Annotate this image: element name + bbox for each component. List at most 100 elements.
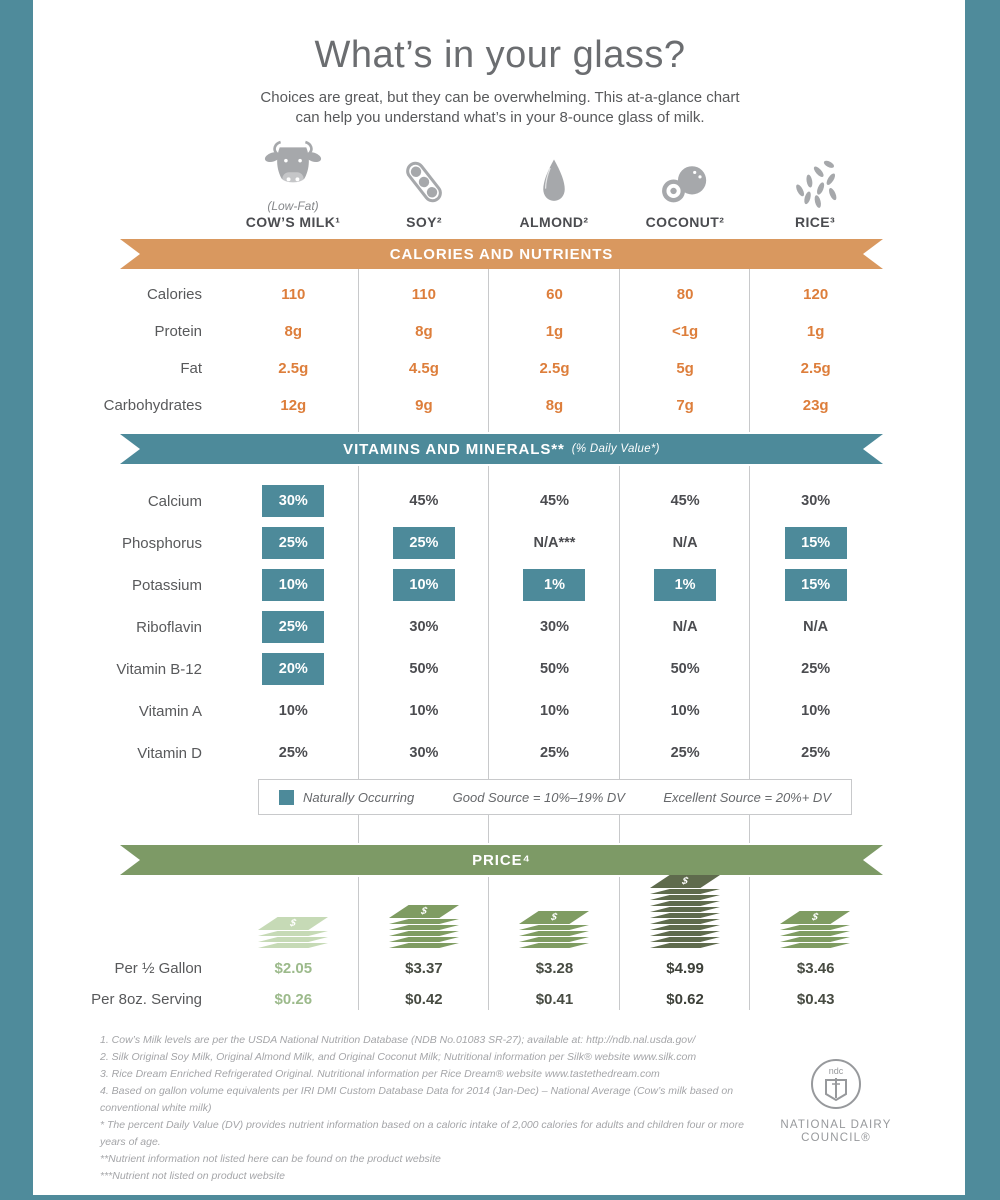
vitamin-value: 10% — [801, 703, 831, 719]
vitamin-value: 45% — [539, 493, 569, 509]
vitamin-value: 50% — [539, 661, 569, 677]
money-stack-icon: $ — [770, 910, 860, 948]
vitamin-value: 1% — [523, 569, 586, 601]
vitamin-value: 25% — [801, 661, 831, 677]
vitamin-value: 1% — [654, 569, 717, 601]
footnote-line: 1. Cow’s Milk levels are per the USDA Na… — [100, 1034, 696, 1046]
nutrients-table: Calories 110 110 60 80 120 Protein 8g 8g… — [35, 276, 881, 424]
vitamin-value: 10% — [670, 703, 700, 719]
column-pre-label: (Low-Fat) — [267, 199, 319, 213]
nutrient-value: 2.5g — [539, 360, 570, 377]
row-label: Fat — [180, 360, 202, 377]
subtitle-line-2: can help you understand what’s in your 8… — [295, 109, 705, 126]
money-stack-icon: $ — [379, 904, 469, 948]
page-subtitle: Choices are great, but they can be overw… — [0, 88, 1000, 128]
vitamin-value: 15% — [784, 527, 847, 559]
nutrient-value: 5g — [676, 360, 694, 377]
column-divider — [749, 877, 750, 1010]
nutrient-value: 80 — [676, 286, 694, 303]
row-label: Vitamin A — [138, 702, 202, 720]
logo-text-line-2: COUNCIL® — [801, 1132, 871, 1144]
vitamin-value: N/A — [803, 619, 829, 635]
vitamin-value: 10% — [409, 703, 439, 719]
soy-pod-icon — [398, 136, 450, 209]
column-header-almond: ALMOND² — [489, 136, 619, 230]
nutrient-value: 1g — [545, 323, 564, 340]
nutrient-value: 60 — [546, 286, 563, 303]
row-label: Vitamin B-12 — [116, 660, 202, 678]
price-value: $0.42 — [405, 991, 443, 1008]
price-value: $0.41 — [535, 991, 574, 1008]
column-label: SOY² — [406, 214, 442, 230]
column-divider — [488, 877, 489, 1010]
column-divider — [488, 466, 489, 843]
legend-excellent-source: Excellent Source = 20%+ DV — [663, 789, 831, 805]
row-label: Calories — [146, 286, 202, 303]
column-divider — [358, 269, 359, 432]
legend-bar: Naturally Occurring Good Source = 10%–19… — [258, 779, 852, 815]
nutrient-value: 8g — [545, 397, 564, 414]
price-value: $0.62 — [666, 991, 704, 1008]
column-header-soy: SOY² — [359, 136, 489, 230]
nutrient-value: 9g — [415, 397, 433, 414]
vitamin-value: 30% — [409, 619, 439, 635]
nutrient-value: 8g — [415, 323, 433, 340]
column-label: ALMOND² — [519, 214, 589, 230]
money-stack-icon: $ — [248, 916, 338, 948]
vitamins-minerals-banner: VITAMINS AND MINERALS** (% Daily Value*) — [120, 434, 883, 464]
footnote-line: 4. Based on gallon volume equivalents pe… — [100, 1085, 734, 1114]
banner-label: PRICE⁴ — [472, 851, 531, 869]
legend-naturally-occurring: Naturally Occurring — [279, 789, 415, 805]
vitamin-value: 45% — [409, 493, 439, 509]
vitamin-value: 30% — [539, 619, 569, 635]
nutrient-value: 23g — [802, 397, 829, 414]
vitamin-value: 25% — [278, 745, 308, 761]
vitamin-value: 10% — [539, 703, 569, 719]
footnote-line: 2. Silk Original Soy Milk, Original Almo… — [100, 1051, 697, 1063]
price-value: $2.05 — [274, 960, 313, 977]
banner-label: CALORIES AND NUTRIENTS — [389, 245, 614, 263]
vitamin-value: N/A — [672, 535, 698, 551]
vitamin-value: 50% — [409, 661, 439, 677]
ndc-emblem-icon: ndc — [811, 1059, 861, 1109]
row-label: Calcium — [147, 492, 202, 510]
vitamin-value: 10% — [262, 569, 325, 601]
footnote-line: * The percent Daily Value (DV) provides … — [100, 1119, 744, 1148]
column-header-rice: RICE³ — [750, 136, 880, 230]
money-stack-icon: $ — [640, 874, 730, 948]
vitamin-value: 30% — [801, 493, 831, 509]
legend-label: Naturally Occurring — [303, 789, 415, 805]
frame-right-bar — [965, 0, 1000, 1200]
vitamin-value: 50% — [670, 661, 700, 677]
frame-bottom-bar — [0, 1195, 1000, 1200]
column-divider — [358, 466, 359, 843]
legend-good-source: Good Source = 10%–19% DV — [452, 789, 625, 805]
rice-grains-icon — [787, 136, 843, 209]
vitamins-table: Calcium 30% 45% 45% 45% 30% Phosphorus 2… — [35, 480, 881, 774]
vitamin-value: 45% — [670, 493, 700, 509]
price-value: $0.26 — [274, 991, 313, 1008]
cow-icon — [262, 136, 324, 194]
vitamin-value: 15% — [784, 569, 847, 601]
column-label: COW’S MILK¹ — [245, 214, 341, 230]
calories-nutrients-banner: CALORIES AND NUTRIENTS — [120, 239, 883, 269]
price-value: $4.99 — [666, 960, 704, 977]
logo-monogram: ndc — [829, 1066, 844, 1076]
price-table: Per ½ Gallon $2.05 $3.37 $3.28 $4.99 $3.… — [35, 953, 881, 1015]
row-label: Per ½ Gallon — [114, 960, 202, 977]
price-banner: PRICE⁴ — [120, 845, 883, 875]
vitamin-value: N/A — [672, 619, 698, 635]
vitamin-value: N/A*** — [533, 535, 576, 551]
vitamin-value: 25% — [670, 745, 700, 761]
nutrient-value: 120 — [803, 286, 829, 303]
column-header-cows-milk: (Low-Fat) COW’S MILK¹ — [228, 136, 358, 230]
vitamin-value: 25% — [262, 527, 325, 559]
nutrient-value: 7g — [676, 397, 694, 414]
nutrient-value: 2.5g — [800, 360, 831, 377]
price-value: $3.37 — [405, 960, 443, 977]
column-divider — [619, 269, 620, 432]
footnote-line: **Nutrient information not listed here c… — [100, 1153, 441, 1165]
vitamin-value: 30% — [409, 745, 439, 761]
row-label: Protein — [154, 323, 202, 340]
